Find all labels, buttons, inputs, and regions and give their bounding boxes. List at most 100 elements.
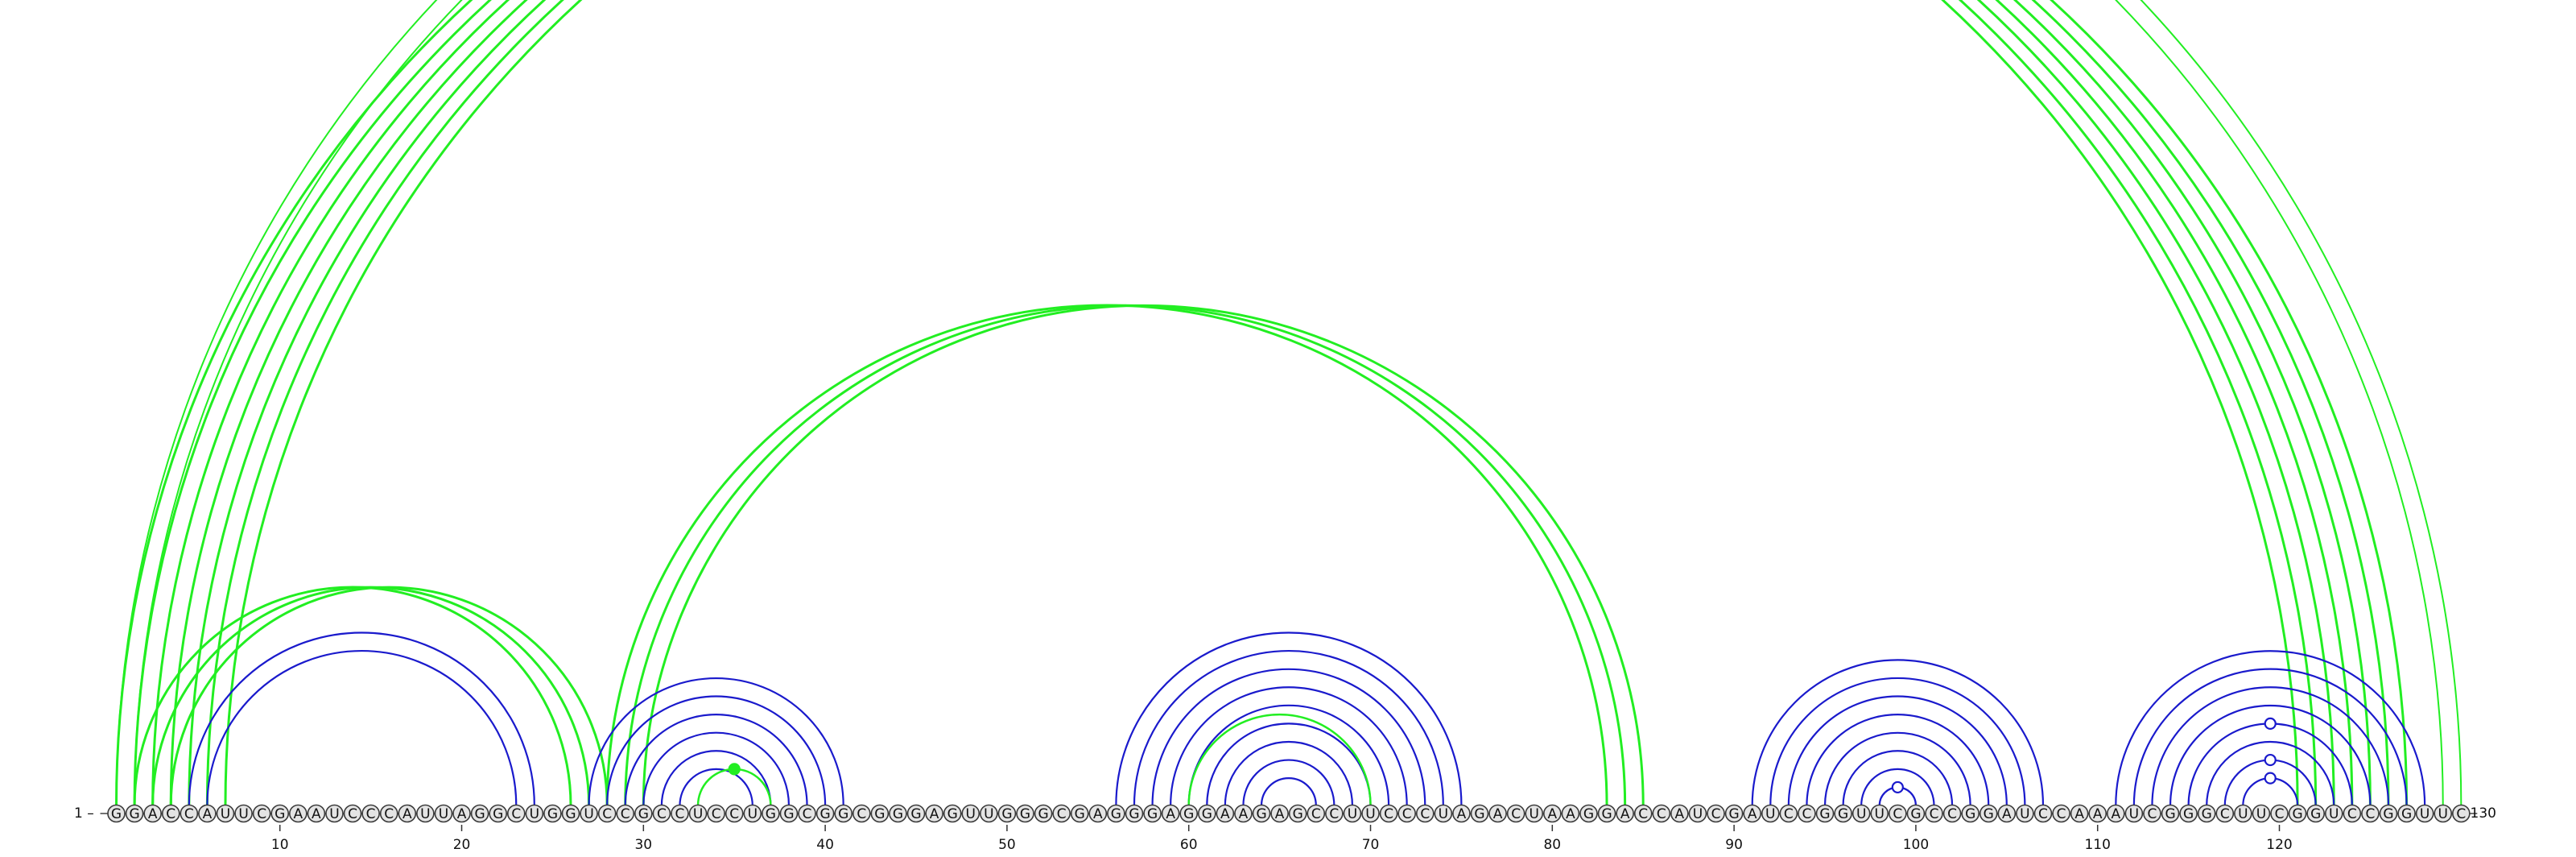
base-pair-arc-59-72: [1170, 686, 1408, 806]
nucleotide-node: [2052, 804, 2070, 823]
nucleotide-118: U: [2234, 804, 2252, 823]
nucleotide-letter: A: [2093, 806, 2103, 822]
base-pair-arc-114-125: [2169, 704, 2372, 806]
nucleotide-letter: A: [1093, 806, 1103, 822]
nucleotide-letter: G: [565, 806, 576, 822]
nucleotide-47: G: [943, 804, 962, 823]
nucleotide-105: A: [1997, 804, 2017, 823]
nucleotide-86: C: [1652, 804, 1671, 823]
nucleotide-node: [1652, 804, 1671, 823]
nucleotide-letter: U: [2329, 806, 2339, 822]
nucleotide-letter: C: [511, 806, 521, 822]
nucleotide-node: [1434, 804, 1453, 823]
nucleotide-120: C: [2270, 804, 2289, 823]
nucleotide-letter: G: [638, 806, 649, 822]
nucleotide-93: C: [1779, 804, 1798, 823]
nucleotide-node: [2088, 804, 2107, 823]
nucleotide-node: [798, 804, 816, 823]
nucleotide-letter: C: [184, 806, 194, 822]
nucleotide-node: [1579, 804, 1598, 823]
nucleotide-letter: G: [111, 806, 122, 822]
nucleotide-letter: A: [2074, 806, 2084, 822]
nucleotide-node: [889, 804, 907, 823]
nucleotide-node: [343, 804, 362, 823]
nucleotide-letter: C: [1802, 806, 1812, 822]
nucleotide-node: [1597, 804, 1616, 823]
nucleotide-letter: A: [1457, 806, 1467, 822]
nucleotide-21: G: [470, 804, 489, 823]
base-pair-arc-94-104: [1806, 714, 1990, 806]
arc-marker-dot-99: [1891, 780, 1904, 794]
nucleotide-node: [525, 804, 544, 823]
base-pair-arc-60-71: [1187, 704, 1390, 806]
nucleotide-letter: G: [2383, 806, 2393, 822]
nucleotide-node: [762, 804, 780, 823]
tick-label-100: 100: [1903, 837, 1929, 853]
nucleotide-69: U: [1343, 804, 1362, 823]
nucleotide-115: G: [2179, 804, 2198, 823]
nucleotide-letter: G: [129, 806, 139, 822]
nucleotide-letter: A: [1547, 806, 1557, 822]
nucleotide-node: [2452, 804, 2471, 823]
nucleotide-letter: U: [584, 806, 593, 822]
nucleotide-11: A: [288, 804, 308, 823]
nucleotide-letter: U: [693, 806, 703, 822]
nucleotide-letter: C: [1311, 806, 1321, 822]
nucleotide-node: [1361, 804, 1380, 823]
nucleotide-node: [434, 804, 453, 823]
nucleotide-53: C: [1052, 804, 1071, 823]
base-pair-arc-93-105: [1787, 695, 2008, 806]
nucleotide-node: [107, 804, 126, 823]
nucleotide-83: G: [1597, 804, 1616, 823]
nucleotide-letter: A: [1620, 806, 1630, 822]
nucleotide-node: [597, 804, 617, 823]
nucleotide-33: U: [688, 804, 708, 823]
tick-label-10: 10: [271, 837, 289, 853]
nucleotide-85: C: [1633, 804, 1653, 823]
nucleotide-node: [1234, 804, 1253, 823]
nucleotide-82: G: [1579, 804, 1598, 823]
nucleotide-letter: C: [657, 806, 667, 822]
nucleotide-126: G: [2379, 804, 2398, 823]
nucleotide-56: G: [1107, 804, 1125, 823]
base-pair-arc-57-74: [1133, 650, 1444, 806]
nucleotide-letter: C: [803, 806, 812, 822]
nucleotide-letter: C: [2038, 806, 2048, 822]
nucleotide-letter: G: [2183, 806, 2194, 822]
nucleotide-letter: G: [1183, 806, 1194, 822]
nucleotide-node: [2124, 804, 2144, 823]
nucleotide-letter: U: [530, 806, 539, 822]
nucleotide-node: [1925, 804, 1943, 823]
nucleotide-node: [561, 804, 580, 823]
nucleotide-node: [2070, 804, 2089, 823]
nucleotide-letter: U: [2238, 806, 2248, 822]
nucleotide-34: C: [707, 804, 725, 823]
nucleotide-letter: G: [1256, 806, 1266, 822]
nucleotide-letter: G: [475, 806, 485, 822]
nucleotide-130: C: [2452, 804, 2471, 823]
nucleotide-node: [1834, 804, 1852, 823]
base-pair-arc-61-70: [1206, 722, 1372, 806]
nucleotide-letter: C: [1384, 806, 1393, 822]
nucleotide-36: U: [743, 804, 762, 823]
nucleotide-node: [1543, 804, 1562, 823]
nucleotide-node: [1870, 804, 1889, 823]
tick-label-110: 110: [2084, 837, 2110, 853]
nucleotide-17: A: [398, 804, 417, 823]
nucleotide-22: G: [489, 804, 507, 823]
nucleotide-letter: G: [1819, 806, 1830, 822]
nucleotide-letter: A: [1493, 806, 1503, 822]
start-index-label: 1 –: [74, 805, 94, 822]
nucleotide-node: [1942, 804, 1962, 823]
nucleotide-96: G: [1834, 804, 1852, 823]
nucleotide-99: C: [1889, 804, 1907, 823]
base-pair-arc-97-101: [1860, 768, 1935, 806]
nucleotide-14: C: [343, 804, 362, 823]
nucleotide-letter: G: [1965, 806, 1975, 822]
nucleotide-39: C: [798, 804, 816, 823]
nucleotide-node: [2016, 804, 2034, 823]
nucleotide-20: A: [452, 804, 471, 823]
nucleotide-node: [2361, 804, 2380, 823]
nucleotide-node: [1906, 804, 1926, 823]
nucleotide-node: [1506, 804, 1525, 823]
